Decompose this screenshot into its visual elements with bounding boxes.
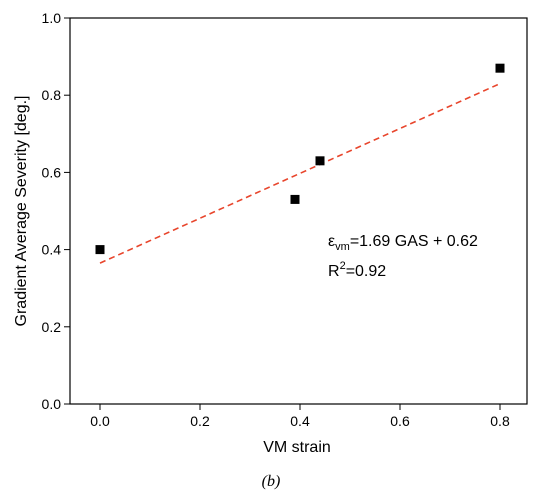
x-tick-label: 0.2	[190, 413, 210, 429]
y-axis-label: Gradient Average Severity [deg.]	[13, 96, 30, 327]
plot-frame	[69, 17, 528, 405]
y-tick-label: 0.8	[42, 87, 62, 103]
r-value: =0.92	[346, 263, 387, 280]
data-point	[95, 245, 105, 255]
y-tick-label: 1.0	[42, 10, 62, 26]
equation-subscript: vm	[335, 241, 350, 253]
x-axis-label: VM strain	[263, 439, 331, 456]
data-point	[315, 156, 325, 166]
caption: (b)	[262, 473, 281, 490]
y-tick-label: 0.2	[42, 319, 62, 335]
fit-line	[99, 82, 501, 264]
data-point	[495, 63, 505, 73]
r-superscript: 2	[340, 260, 346, 272]
x-tick-label: 0.4	[290, 413, 310, 429]
data-point	[290, 194, 300, 204]
x-tick-label: 0.8	[490, 413, 510, 429]
y-tick-label: 0.0	[42, 396, 62, 412]
equation-text: =1.69 GAS + 0.62	[350, 233, 478, 250]
r-symbol: R	[328, 263, 340, 280]
x-tick-label: 0.6	[390, 413, 410, 429]
r-squared: R2=0.92	[328, 260, 386, 280]
y-tick-label: 0.6	[42, 164, 62, 180]
x-tick-label: 0.0	[90, 413, 110, 429]
equation-symbol: ε	[328, 233, 335, 250]
equation: εvm=1.69 GAS + 0.62	[328, 233, 478, 253]
y-tick-label: 0.4	[42, 242, 62, 258]
